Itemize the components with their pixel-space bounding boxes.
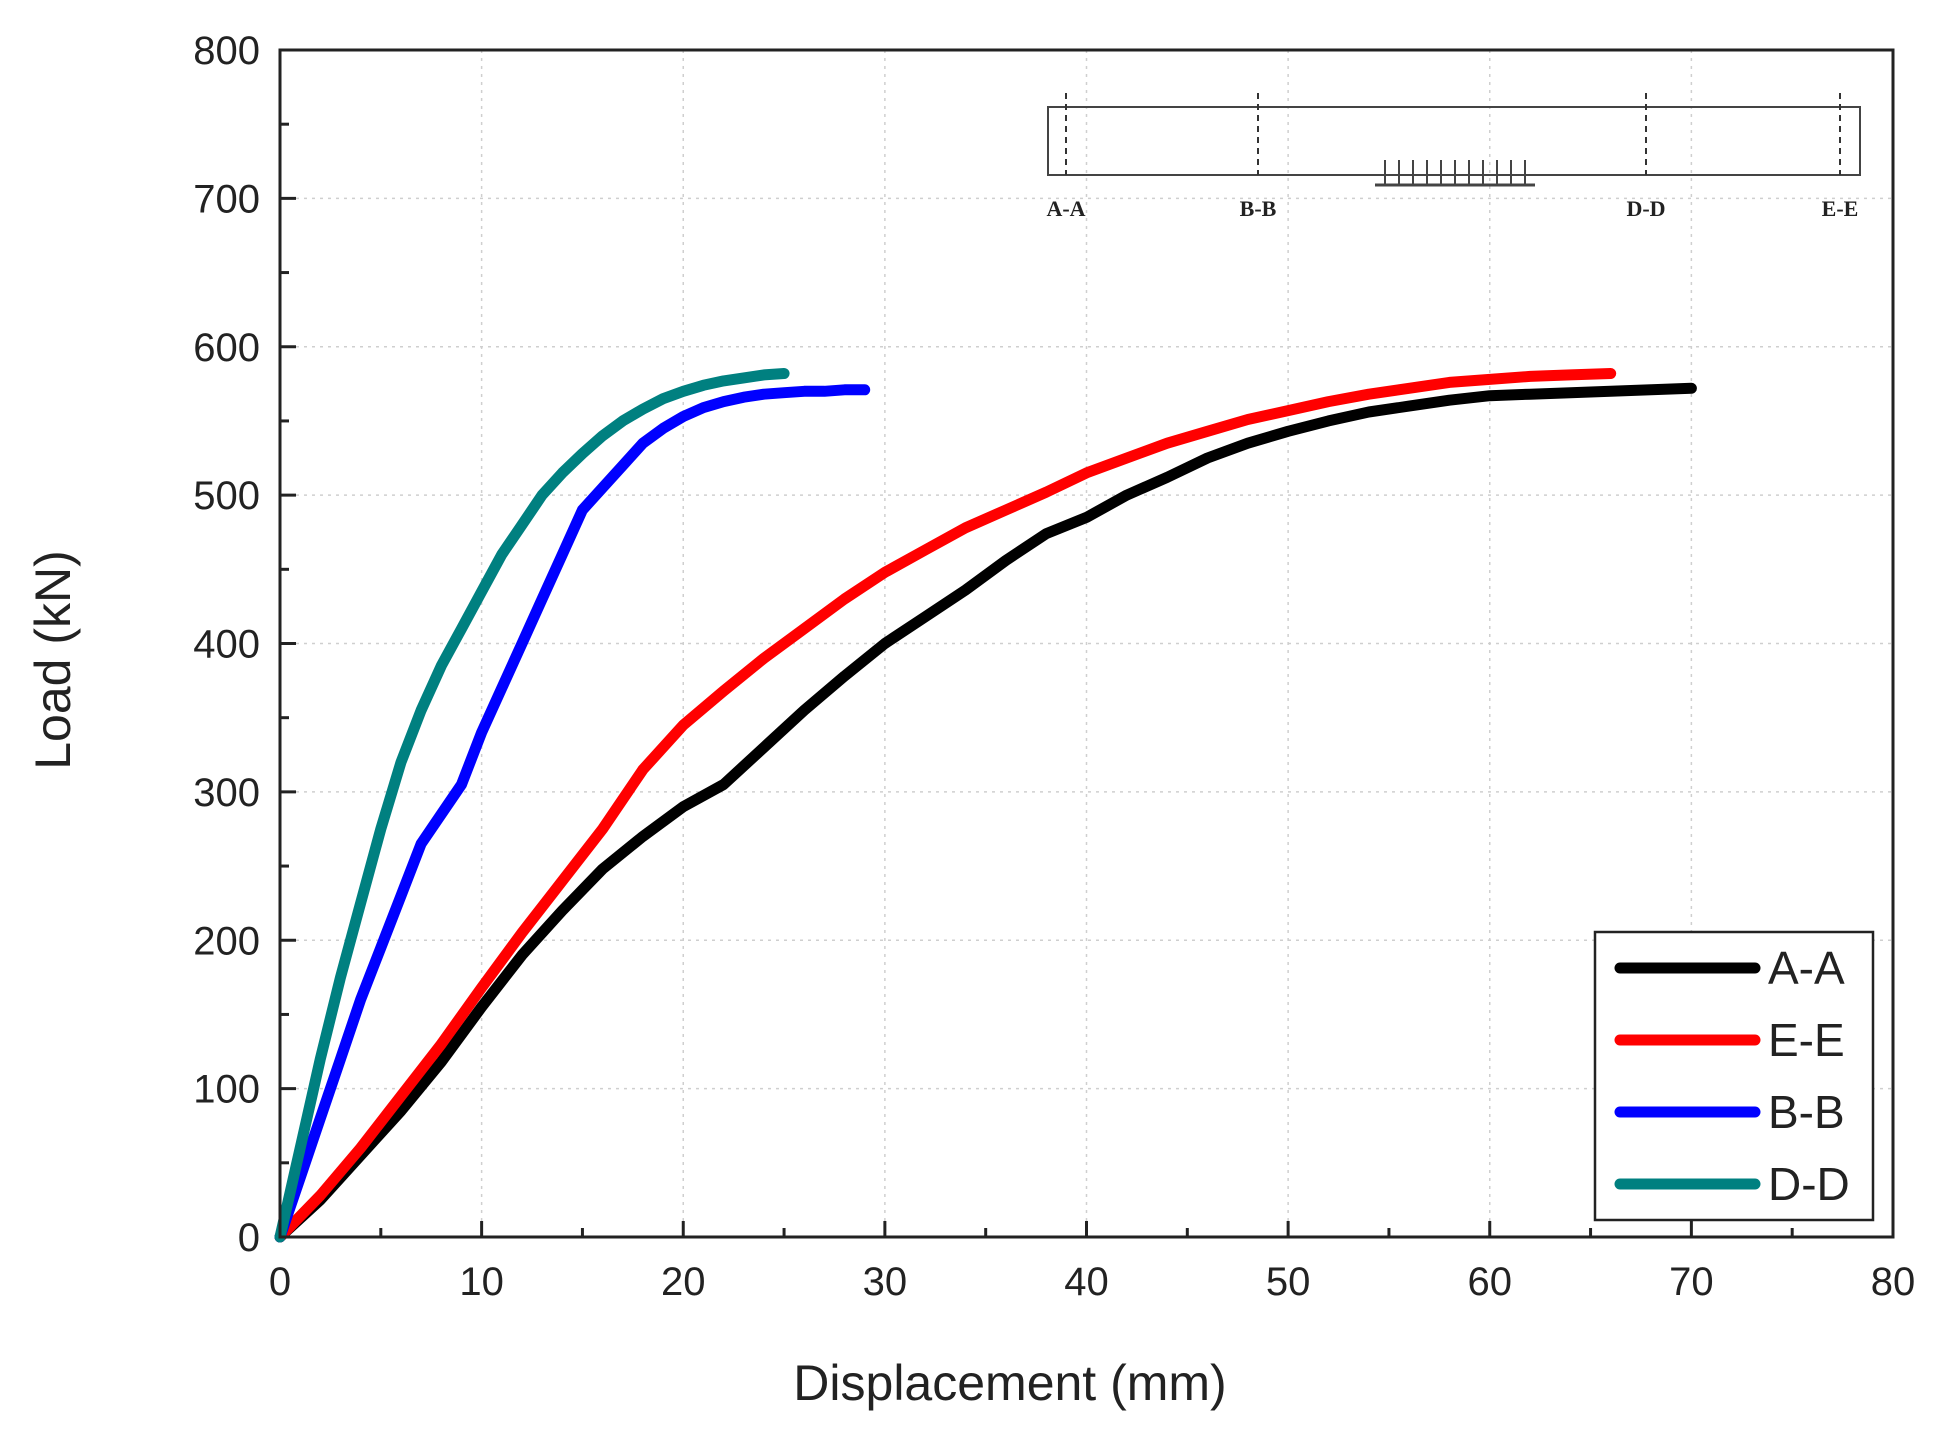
y-tick-label: 100 bbox=[193, 1068, 260, 1112]
section-label-d-d: D-D bbox=[1626, 196, 1665, 221]
legend-box bbox=[1593, 930, 1875, 1222]
x-tick-label: 50 bbox=[1266, 1260, 1311, 1304]
y-axis-title: Load (kN) bbox=[25, 550, 81, 770]
legend: A-A E-E B-B D-D bbox=[1593, 930, 1875, 1222]
x-tick-label: 0 bbox=[269, 1260, 291, 1304]
y-tick-label: 0 bbox=[238, 1216, 260, 1260]
section-label-e-e: E-E bbox=[1822, 196, 1859, 221]
x-tick-label: 60 bbox=[1468, 1260, 1513, 1304]
series-layer bbox=[274, 368, 1697, 1243]
x-tick-label: 70 bbox=[1669, 1260, 1714, 1304]
beam-inset-diagram: A-A B-B D-D E-E bbox=[1046, 93, 1861, 221]
y-tick-label: 400 bbox=[193, 623, 260, 667]
series-line-d-d bbox=[274, 368, 790, 1243]
x-tick-label: 40 bbox=[1064, 1260, 1109, 1304]
x-tick-label: 20 bbox=[661, 1260, 706, 1304]
section-label-b-b: B-B bbox=[1240, 196, 1277, 221]
y-tick-label: 500 bbox=[193, 474, 260, 518]
x-axis-title: Displacement (mm) bbox=[793, 1355, 1226, 1411]
x-tick-label: 80 bbox=[1871, 1260, 1916, 1304]
legend-label-d-d: D-D bbox=[1768, 1158, 1850, 1210]
x-tick-label: 30 bbox=[863, 1260, 908, 1304]
x-tick-labels: 0 10 20 30 40 50 60 70 80 bbox=[269, 1260, 1915, 1304]
section-label-a-a: A-A bbox=[1046, 196, 1085, 221]
y-tick-label: 700 bbox=[193, 177, 260, 221]
y-tick-labels: 0 100 200 300 400 500 600 700 800 bbox=[193, 29, 260, 1260]
support-ticks bbox=[1384, 160, 1526, 185]
axis-ticks bbox=[278, 48, 1895, 1239]
series-line-b-b bbox=[274, 384, 871, 1243]
legend-label-b-b: B-B bbox=[1768, 1086, 1845, 1138]
y-tick-label: 800 bbox=[193, 29, 260, 73]
series-line-e-e bbox=[274, 368, 1617, 1243]
series-line-a-a bbox=[274, 382, 1697, 1243]
legend-label-e-e: E-E bbox=[1768, 1014, 1845, 1066]
y-tick-label: 300 bbox=[193, 771, 260, 815]
y-tick-label: 600 bbox=[193, 326, 260, 370]
y-tick-label: 200 bbox=[193, 919, 260, 963]
x-tick-label: 10 bbox=[459, 1260, 504, 1304]
legend-label-a-a: A-A bbox=[1768, 942, 1845, 994]
